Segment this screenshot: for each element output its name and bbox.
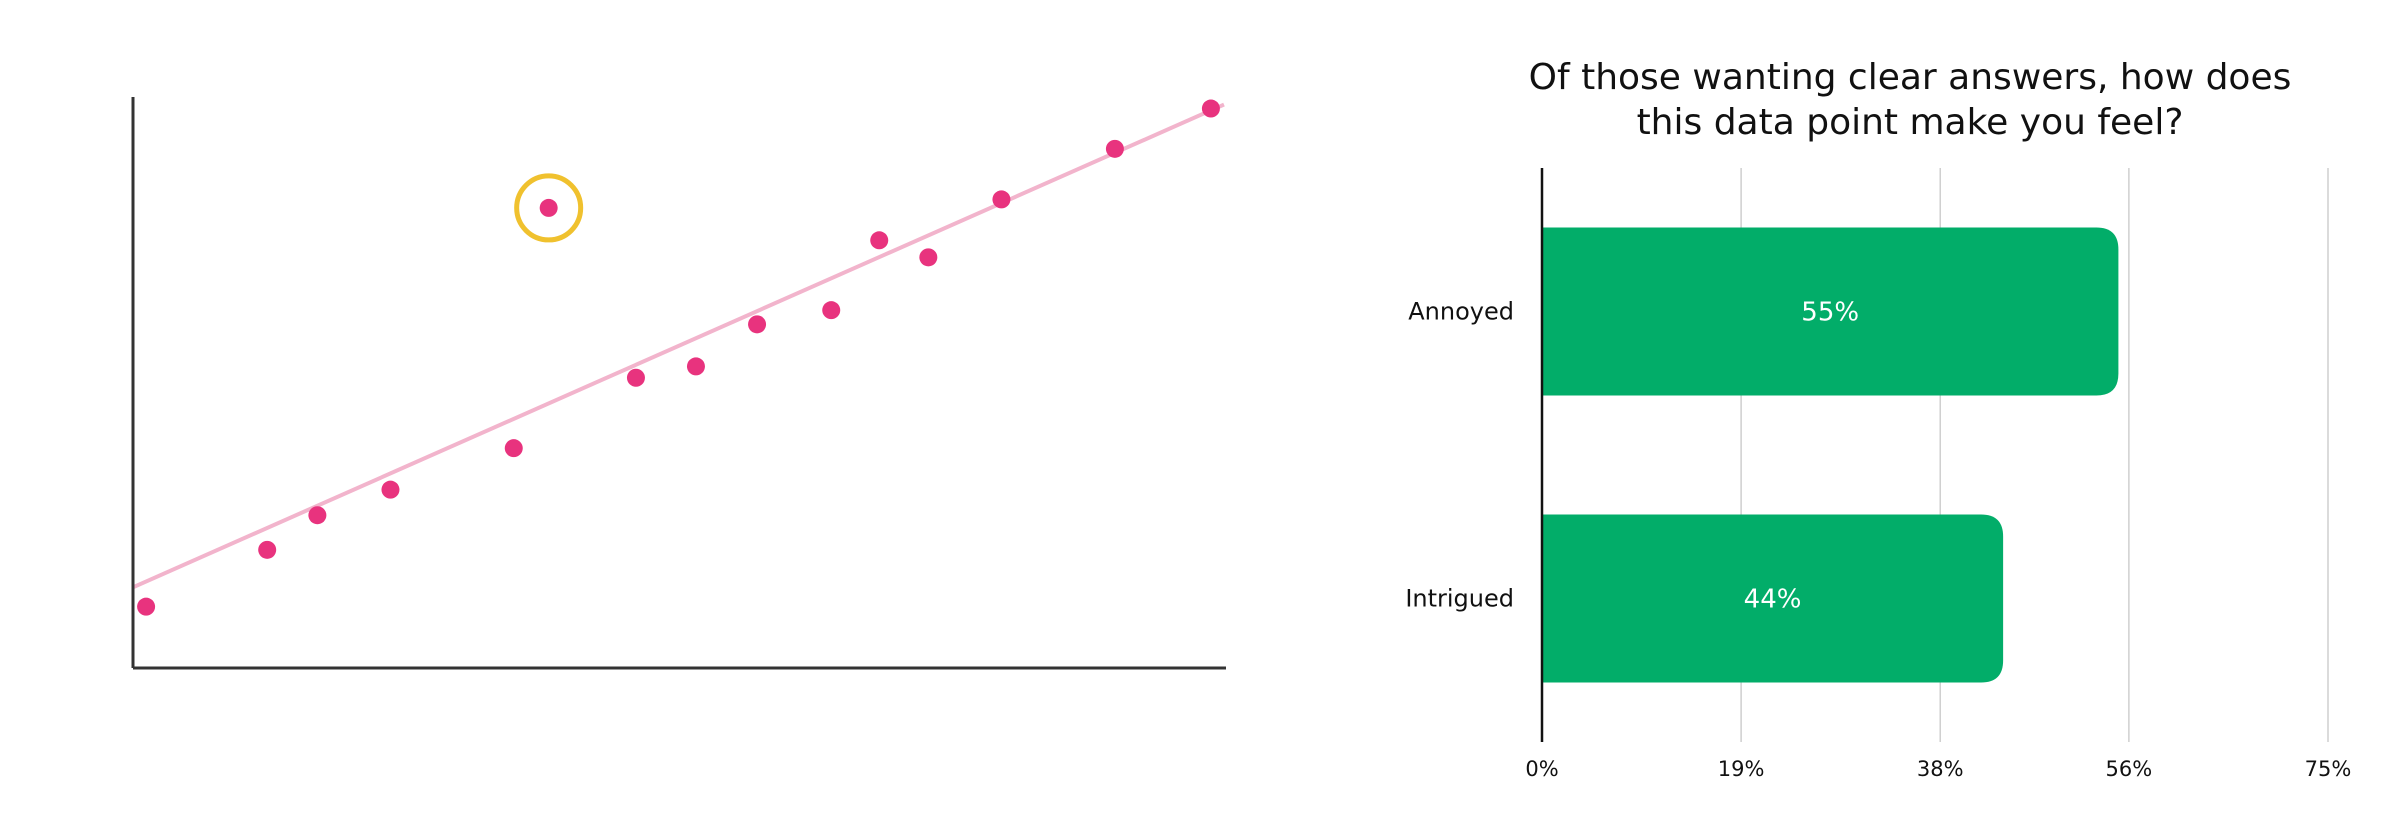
scatter-point-7 <box>686 357 705 376</box>
scatter-point-2 <box>308 506 327 525</box>
bar-annoyed <box>1542 227 2119 396</box>
x-tick-label: 19% <box>1718 757 1765 781</box>
scatter-point-3 <box>381 480 400 499</box>
scatter-point-14 <box>1201 99 1220 118</box>
scatter-point-12 <box>992 190 1011 209</box>
scatter-point-0 <box>137 597 156 616</box>
scatter-point-10 <box>870 231 889 250</box>
scatter-plot-area <box>131 97 1226 670</box>
x-tick-label: 38% <box>1917 757 1964 781</box>
x-tick-label: 75% <box>2305 757 2352 781</box>
scatter-point-1 <box>258 540 277 559</box>
scatter-point-6 <box>626 368 645 387</box>
trend-line <box>132 102 1225 590</box>
bar-plot-area: 0% 19% 38% 56% 75% 55% Annoyed 44% Intrigued <box>1405 168 2352 781</box>
scatter-point-11 <box>919 248 938 267</box>
x-tick-label: 56% <box>2106 757 2153 781</box>
scatter-point-9 <box>822 301 841 320</box>
chart-title-line-2: this data point make you feel? <box>1636 102 2184 143</box>
scatter-point-5 <box>539 198 558 217</box>
bar-intrigued <box>1542 514 2004 683</box>
highlight-ring <box>514 173 584 243</box>
x-tick-label: 0% <box>1525 757 1558 781</box>
bar-value-label: 55% <box>1801 298 1859 328</box>
chart-title-line-1: Of those wanting clear answers, how does <box>1528 57 2292 98</box>
bar-value-label: 44% <box>1744 585 1802 615</box>
scatter-chart <box>131 97 1226 670</box>
bar-chart: Of those wanting clear answers, how does… <box>1330 0 2400 811</box>
scatter-point-13 <box>1105 139 1124 158</box>
category-label: Intrigued <box>1405 585 1514 613</box>
category-label: Annoyed <box>1408 298 1514 326</box>
scatter-point-4 <box>504 439 523 458</box>
scatter-point-8 <box>748 315 767 334</box>
